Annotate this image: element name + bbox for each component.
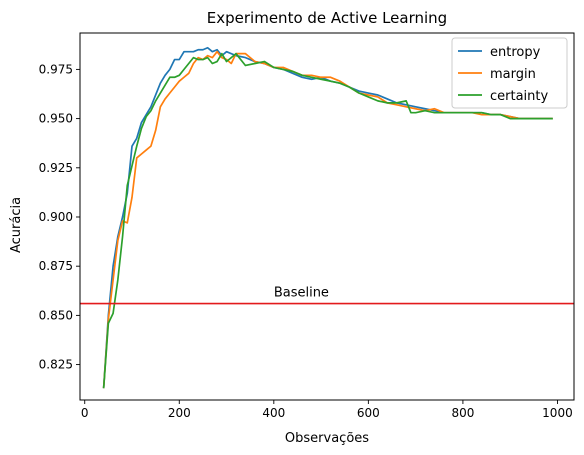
y-tick-label: 0.975: [39, 62, 73, 76]
chart-title: Experimento de Active Learning: [207, 9, 447, 27]
y-tick-label: 0.875: [39, 259, 73, 273]
plot-border: [79, 32, 575, 401]
x-axis-label: Observações: [285, 431, 369, 446]
baseline-layer: Baseline: [80, 286, 574, 305]
legend: entropy margin certainty: [451, 37, 568, 109]
x-tick-label: 800: [451, 406, 474, 420]
x-tick-label: 200: [168, 406, 191, 420]
y-tick-label: 0.925: [39, 161, 73, 175]
y-tick-label: 0.900: [39, 210, 73, 224]
y-axis: 0.825 0.850 0.875 0.900 0.925 0.950 0.975: [39, 62, 80, 372]
x-tick-label: 600: [357, 406, 380, 420]
x-tick-label: 400: [262, 406, 285, 420]
y-axis-label: Acurácia: [9, 197, 24, 253]
x-tick-label: 0: [81, 406, 89, 420]
x-tick-label: 1000: [542, 406, 573, 420]
legend-label-margin: margin: [490, 67, 536, 82]
y-tick-label: 0.950: [39, 112, 73, 126]
legend-label-entropy: entropy: [490, 45, 541, 60]
baseline-label: Baseline: [274, 286, 329, 301]
series-line-certainty: [102, 52, 553, 389]
y-tick-label: 0.850: [39, 308, 73, 322]
series-layer: [102, 46, 553, 389]
x-axis: 0 200 400 600 800 1000: [81, 400, 573, 420]
y-tick-label: 0.825: [39, 358, 73, 372]
legend-box: [451, 37, 568, 109]
legend-label-certainty: certainty: [490, 89, 549, 104]
